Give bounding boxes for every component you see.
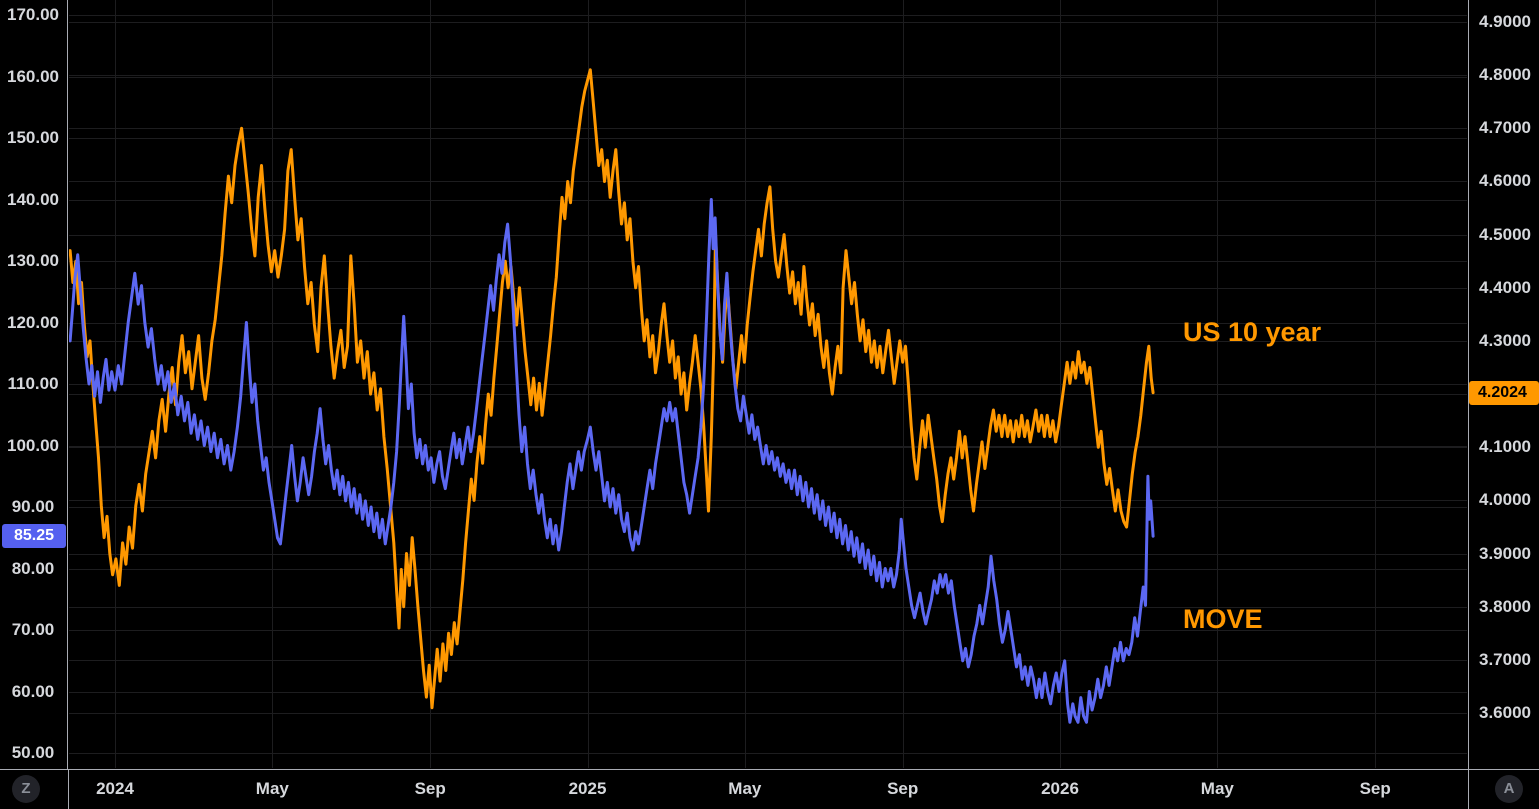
us10y-line-series xyxy=(69,68,1155,710)
left-axis-tick: 70.00 xyxy=(11,620,55,639)
time-axis-tick: Sep xyxy=(414,779,446,798)
right-axis-tick: 4.1000 xyxy=(1479,437,1531,457)
left-axis-tick: 100.00 xyxy=(7,435,59,455)
gridlines xyxy=(69,0,1467,768)
right-axis-tick: 4.6000 xyxy=(1479,171,1531,191)
left-axis-tick: 50.00 xyxy=(11,743,55,762)
auto-scale-button[interactable]: A xyxy=(1495,775,1523,803)
us10y-last-price-badge: 4.2024 xyxy=(1469,380,1539,405)
timezone-button[interactable]: Z xyxy=(12,775,40,803)
left-axis-tick: 90.00 xyxy=(11,497,55,516)
time-axis-tick: Sep xyxy=(887,779,919,798)
left-axis-tick: 160.00 xyxy=(7,66,59,86)
left-axis-tick: 130.00 xyxy=(7,251,59,270)
left-price-axis[interactable]: 170.00 160.00 150.00 140.00 130.00 120.00 110.… xyxy=(0,0,68,769)
time-axis-tick: May xyxy=(728,779,762,798)
right-axis-tick: 4.5000 xyxy=(1479,224,1531,244)
move-last-price-badge: 85.25 xyxy=(2,524,66,549)
right-axis-tick: 4.8000 xyxy=(1479,65,1531,85)
right-axis-tick: 3.8000 xyxy=(1479,596,1531,616)
time-axis-tick: 2024 xyxy=(96,779,134,798)
axis-corner-divider-right xyxy=(1468,769,1469,809)
time-axis-tick: 2025 xyxy=(568,779,607,798)
right-axis-tick: 4.3000 xyxy=(1479,330,1531,350)
left-axis-tick: 150.00 xyxy=(7,128,59,147)
time-axis-tick: Sep xyxy=(1359,779,1391,798)
right-axis-tick: 3.6000 xyxy=(1479,703,1531,722)
time-axis-tick: May xyxy=(1200,779,1234,798)
right-axis-tick: 3.7000 xyxy=(1479,649,1531,669)
right-axis-tick: 4.0000 xyxy=(1479,490,1531,510)
left-axis-tick: 120.00 xyxy=(7,312,59,332)
left-axis-tick: 80.00 xyxy=(11,558,55,578)
move-line-series xyxy=(69,198,1155,724)
right-axis-tick: 4.7000 xyxy=(1479,118,1531,138)
time-axis-tick: May xyxy=(255,779,289,798)
axis-corner-divider-left xyxy=(68,769,69,809)
us10y-series-label: US 10 year xyxy=(1183,317,1322,347)
left-axis-tick: 60.00 xyxy=(11,681,55,701)
move-series-label: MOVE xyxy=(1183,604,1263,634)
right-axis-tick: 4.9000 xyxy=(1479,12,1531,31)
right-axis-tick: 3.9000 xyxy=(1479,543,1531,563)
right-axis-tick: 4.4000 xyxy=(1479,277,1531,297)
left-axis-tick: 140.00 xyxy=(7,189,59,209)
left-axis-tick: 170.00 xyxy=(7,5,59,24)
left-axis-tick: 110.00 xyxy=(7,374,59,393)
time-axis[interactable]: 2024 May Sep 2025 May Sep 2026 May Sep xyxy=(0,769,1539,809)
time-axis-tick: 2026 xyxy=(1041,779,1079,798)
